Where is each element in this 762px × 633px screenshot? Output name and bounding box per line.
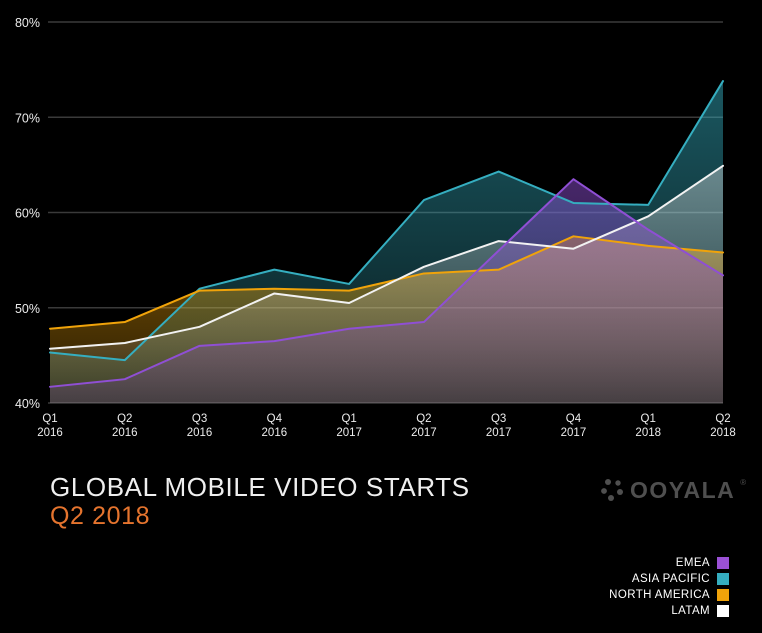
y-tick-label: 50% [15, 302, 40, 316]
legend-swatch-north-america [717, 589, 729, 601]
page-subtitle: Q2 2018 [50, 502, 151, 530]
x-tick-label: Q2 2016 [112, 413, 138, 439]
x-tick-label: Q3 2017 [486, 413, 512, 439]
page-title: GLOBAL MOBILE VIDEO STARTS [50, 472, 470, 502]
area-emea [50, 179, 723, 403]
legend-label: EMEA [675, 557, 710, 569]
x-tick-label: Q2 2018 [710, 413, 736, 439]
legend-label: LATAM [671, 605, 710, 617]
x-tick-label: Q4 2017 [561, 413, 587, 439]
x-tick-label: Q1 2018 [635, 413, 661, 439]
line-north-america [49, 235, 724, 330]
legend-item-north-america: NORTH AMERICA [609, 589, 729, 601]
legend-swatch-emea [717, 557, 729, 569]
y-tick-label: 60% [15, 207, 40, 221]
registered-mark: ® [740, 478, 747, 487]
y-tick-label: 70% [15, 111, 40, 125]
legend-label: ASIA PACIFIC [631, 573, 710, 585]
legend-item-latam: LATAM [609, 605, 729, 617]
y-tick-label: 40% [15, 397, 40, 411]
legend-item-asia-pacific: ASIA PACIFIC [609, 573, 729, 585]
x-tick-label: Q4 2016 [262, 413, 288, 439]
x-tick-label: Q1 2017 [336, 413, 362, 439]
line-latam [49, 164, 724, 350]
legend-swatch-latam [717, 605, 729, 617]
x-tick-label: Q3 2016 [187, 413, 213, 439]
legend: EMEA ASIA PACIFIC NORTH AMERICA LATAM [609, 557, 729, 621]
title-block: GLOBAL MOBILE VIDEO STARTS Q2 2018 [50, 472, 470, 531]
x-tick-label: Q2 2017 [411, 413, 437, 439]
legend-swatch-asia-pacific [717, 573, 729, 585]
line-emea [49, 178, 724, 388]
x-tick-label: Q1 2016 [37, 413, 63, 439]
legend-label: NORTH AMERICA [609, 589, 710, 601]
ooyala-dots-icon [601, 479, 623, 501]
y-tick-label: 80% [15, 16, 40, 30]
ooyala-logo-text: OOYALA [630, 476, 736, 503]
ooyala-logo: OOYALA ® [599, 476, 747, 503]
chart: 40% 50% 60% 70% 80% Q1 2016 Q2 2016 Q3 2016 Q4 2016 Q… [15, 16, 736, 439]
legend-item-emea: EMEA [609, 557, 729, 569]
